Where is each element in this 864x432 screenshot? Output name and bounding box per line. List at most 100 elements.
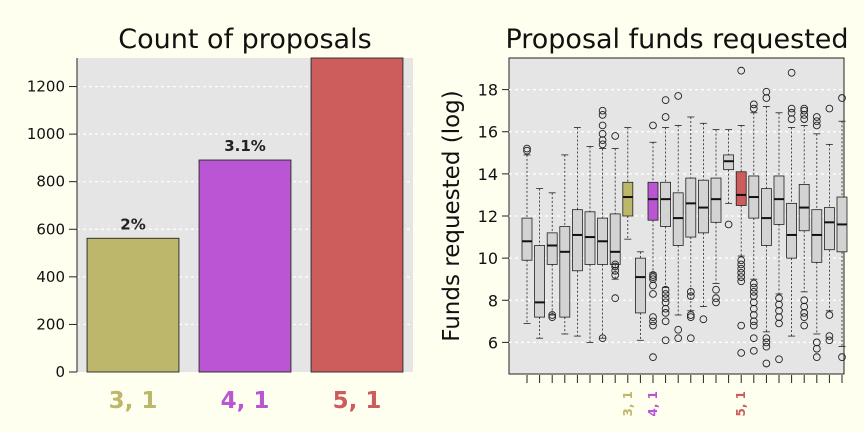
box-x-tick-label: 3, 1 (621, 391, 635, 416)
box-flier (598, 121, 607, 130)
box-x-tick-label: 4, 1 (646, 391, 660, 416)
box-flier (749, 287, 758, 296)
box-flier (737, 321, 746, 330)
box-flier (548, 313, 557, 321)
box-series (521, 66, 848, 368)
box-flier (737, 277, 746, 286)
box-flier (611, 262, 620, 271)
box-flier (523, 144, 531, 153)
box-flier (598, 111, 607, 119)
box (824, 207, 835, 251)
box (622, 181, 634, 217)
box-flier (749, 334, 758, 343)
box-flier (749, 104, 758, 113)
box-flier (686, 313, 695, 321)
box (572, 209, 583, 272)
bar-series: 2% 3.1% (86, 57, 404, 373)
box-flier (749, 279, 758, 288)
box-y-axis-label: Funds requested (log) (439, 90, 465, 342)
box-flier (825, 104, 834, 113)
bar-y-tick-label: 800 (36, 173, 65, 191)
box-flier (674, 325, 683, 334)
box-flier (611, 132, 620, 140)
box-flier (661, 336, 670, 345)
box-flier (661, 317, 670, 326)
box-flier (812, 113, 821, 121)
box-flier (611, 271, 620, 279)
box-flier (812, 117, 821, 126)
box-flier (762, 338, 771, 347)
box-flier (749, 283, 758, 292)
box-flier (800, 302, 809, 311)
box (521, 217, 533, 261)
bar-chart-panel: 0 200 400 600 800 1000 1200 2% 3.1% 3, 1 4, 1 5, … (27, 24, 413, 414)
box-flier (737, 264, 746, 273)
box (559, 226, 571, 318)
box-flier (775, 355, 783, 364)
box (660, 181, 671, 227)
box-flier (737, 256, 746, 265)
box-flier (661, 290, 670, 298)
box (735, 171, 747, 206)
bar-x-tick-label: 4, 1 (221, 388, 270, 414)
box-flier (686, 334, 695, 343)
box (635, 257, 646, 314)
box-flier (775, 300, 783, 309)
box-flier (800, 309, 809, 317)
box-flier (649, 317, 657, 326)
box-flier (611, 294, 620, 303)
box-flier (749, 311, 758, 319)
box-flier (737, 66, 746, 75)
box-flier (762, 94, 771, 102)
box-flier (787, 108, 796, 117)
box-flier (598, 106, 607, 115)
box-flier (661, 113, 670, 121)
box-flier (661, 304, 670, 313)
box-flier (649, 321, 657, 330)
box (811, 209, 823, 263)
box-flier (712, 294, 720, 303)
box-flier (838, 353, 846, 361)
bar-value-label: 3.1% (224, 137, 266, 155)
box-flier (598, 140, 607, 149)
box-flier (724, 220, 733, 229)
box (609, 213, 621, 265)
box-flier (649, 275, 657, 284)
box-plot-panel: 6 8 10 12 14 16 18 3, 1 4, 1 5, 1 Proposal funds… (439, 24, 849, 416)
box-flier (800, 111, 809, 119)
box (773, 175, 785, 225)
box-flier (649, 353, 657, 361)
box-flier (749, 304, 758, 313)
bar-value-label: 2% (120, 215, 145, 233)
box-flier (611, 260, 620, 269)
box (672, 192, 684, 246)
box-flier (699, 315, 708, 324)
box-y-tick-label: 10 (478, 249, 498, 268)
bar-y-tick-label: 400 (36, 268, 65, 286)
box (698, 179, 709, 234)
box-flier (649, 271, 657, 279)
box-flier (749, 100, 758, 109)
box (685, 177, 697, 238)
box-flier (737, 269, 746, 277)
bar-y-tick-label: 1000 (27, 125, 65, 143)
box-flier (686, 292, 695, 300)
box-x-ticks: 3, 1 4, 1 5, 1 (526, 375, 843, 416)
box-y-tick-label: 8 (488, 291, 498, 310)
box-flier (749, 321, 758, 330)
box-flier (712, 285, 720, 294)
box-flier (674, 92, 683, 100)
box-flier (749, 317, 758, 326)
box (584, 211, 596, 265)
box-flier (737, 349, 746, 357)
box-flier (762, 87, 771, 96)
box-flier (775, 319, 783, 328)
box-flier (800, 106, 809, 115)
box-flier (838, 94, 846, 102)
box-chart-title: Proposal funds requested (505, 24, 848, 55)
box-flier (749, 298, 758, 307)
box-flier (649, 121, 657, 130)
box-flier (775, 294, 783, 303)
box-y-tick-label: 12 (478, 207, 498, 226)
